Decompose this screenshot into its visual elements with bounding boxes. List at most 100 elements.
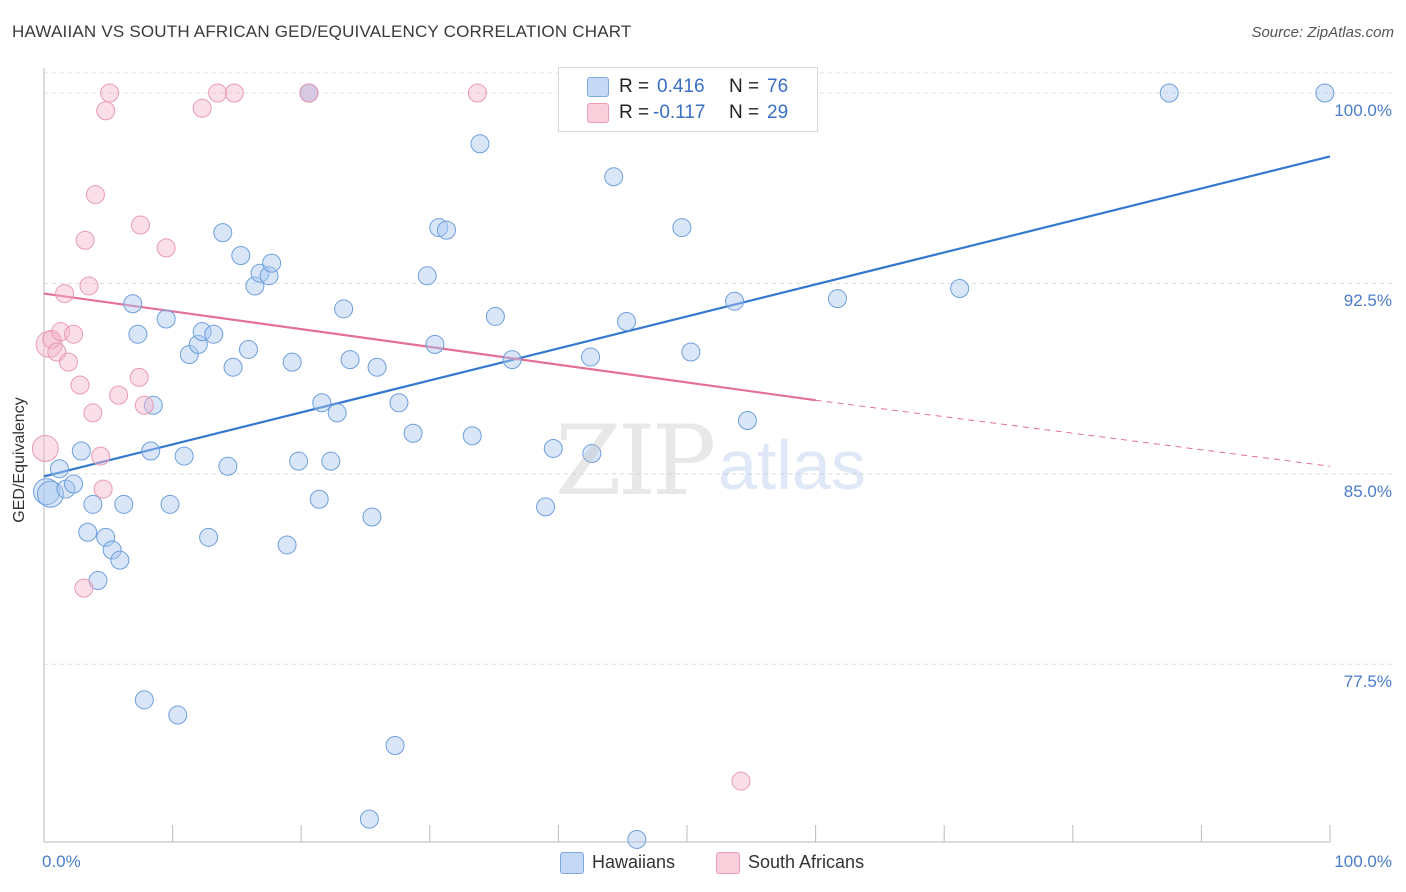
watermark-atlas: atlas [718, 426, 866, 504]
hawaiians-point-73 [1159, 83, 1179, 103]
hawaiians-point-41 [312, 393, 332, 413]
hawaiians-point-45 [340, 350, 360, 370]
x-tick-label-max: 100.0% [1334, 852, 1392, 871]
hawaiians-point-56 [462, 426, 482, 446]
hawaiians-point-59 [502, 350, 522, 370]
axes [43, 68, 1331, 843]
hawaiians-point-55 [437, 220, 457, 240]
south-africans-point-10 [75, 230, 95, 250]
y-tick-label: 77.5% [1343, 672, 1392, 692]
legend-r-label: R = [619, 102, 650, 123]
south-africans-point-13 [85, 185, 105, 205]
bottom-legend-swatch-south-africans [716, 852, 740, 874]
bottom-legend-swatch-hawaiians [560, 852, 584, 874]
hawaiians-point-36 [277, 535, 297, 555]
hawaiians-point-66 [627, 829, 647, 849]
hawaiians-point-15 [134, 690, 154, 710]
hawaiians-point-24 [192, 322, 212, 342]
south-africans-point-27 [467, 83, 487, 103]
trendline-south-africans-1 [43, 292, 816, 402]
south-africans-point-20 [130, 215, 150, 235]
hawaiians-point-62 [581, 347, 601, 367]
hawaiians-point-23 [188, 334, 208, 354]
hawaiians-point-37 [282, 352, 302, 372]
hawaiians-point-0 [33, 478, 61, 506]
hawaiians-point-53 [425, 334, 445, 354]
bottom-legend-label-south-africans: South Africans [748, 852, 865, 872]
hawaiians-point-71 [827, 289, 847, 309]
hawaiians-point-4 [64, 474, 84, 494]
south-africans-point-15 [93, 479, 113, 499]
hawaiians-point-9 [96, 527, 116, 547]
south-africans-point-0 [31, 434, 59, 462]
legend-n-value: 29 [767, 102, 789, 123]
hawaiians-point-35 [262, 253, 282, 273]
hawaiians-point-14 [128, 324, 148, 344]
hawaiians-point-74 [1315, 83, 1335, 103]
legend-n-label: N = [729, 76, 760, 97]
trendline-south-africans-2 [815, 399, 1331, 467]
south-africans-point-5 [55, 284, 75, 304]
hawaiians-point-65 [617, 312, 637, 332]
bottom-legend-label-hawaiians: Hawaiians [592, 852, 676, 872]
south-africans-point-22 [156, 238, 176, 258]
trendline-hawaiians-0 [43, 155, 1331, 478]
south-africans-point-12 [83, 403, 103, 423]
south-africans-point-17 [100, 83, 120, 103]
y-tick-label: 92.5% [1343, 291, 1392, 311]
hawaiians-point-25 [199, 527, 219, 547]
legend-n-value: 76 [767, 76, 789, 97]
hawaiians-point-40 [309, 489, 329, 509]
hawaiians-point-64 [604, 167, 624, 187]
hawaiians-point-72 [950, 279, 970, 299]
south-africans-point-26 [299, 83, 319, 103]
hawaiians-point-57 [470, 134, 490, 154]
chart-title: HAWAIIAN VS SOUTH AFRICAN GED/EQUIVALENC… [12, 22, 632, 41]
hawaiians-point-60 [536, 497, 556, 517]
hawaiians-point-52 [417, 266, 437, 286]
hawaiians-point-20 [168, 705, 188, 725]
south-africans-point-6 [58, 352, 78, 372]
hawaiians-point-7 [83, 494, 103, 514]
hawaiians-point-54 [429, 218, 449, 238]
gridlines [44, 72, 1392, 665]
hawaiians-point-51 [403, 423, 423, 443]
watermark-zip: ZIP [555, 405, 716, 517]
hawaiians-point-70 [737, 411, 757, 431]
south-africans-point-24 [208, 83, 228, 103]
x-tick-label-min: 0.0% [42, 852, 81, 871]
legend: R = 0.416 N = 76 R = -0.117 N = 29 [558, 67, 818, 132]
hawaiians-point-29 [223, 357, 243, 377]
south-africans-point-9 [74, 578, 94, 598]
legend-swatch-south-africans [587, 103, 609, 123]
data-points [31, 83, 1335, 849]
hawaiians-point-38 [289, 451, 309, 471]
south-africans-point-23 [192, 98, 212, 118]
trendlines [43, 155, 1331, 478]
south-africans-point-16 [96, 101, 116, 121]
hawaiians-point-6 [78, 522, 98, 542]
hawaiians-point-42 [321, 451, 341, 471]
legend-r-value: 0.416 [657, 76, 705, 97]
hawaiians-point-63 [582, 444, 602, 464]
hawaiians-point-32 [245, 276, 265, 296]
south-africans-point-19 [129, 367, 149, 387]
hawaiians-point-47 [362, 507, 382, 527]
hawaiians-point-18 [156, 309, 176, 329]
hawaiians-point-44 [334, 299, 354, 319]
hawaiians-point-58 [485, 306, 505, 326]
legend-r-label: R = [619, 76, 650, 97]
legend-n-label: N = [729, 102, 760, 123]
y-tick-label: 100.0% [1334, 101, 1392, 120]
hawaiians-point-26 [204, 324, 224, 344]
hawaiians-point-69 [725, 291, 745, 311]
hawaiians-point-5 [71, 441, 91, 461]
hawaiians-point-10 [102, 540, 122, 560]
south-africans-point-8 [70, 375, 90, 395]
hawaiians-point-48 [367, 357, 387, 377]
hawaiians-point-19 [160, 494, 180, 514]
y-tick-label: 85.0% [1343, 481, 1392, 501]
hawaiians-point-61 [543, 438, 563, 458]
hawaiians-point-43 [327, 403, 347, 423]
